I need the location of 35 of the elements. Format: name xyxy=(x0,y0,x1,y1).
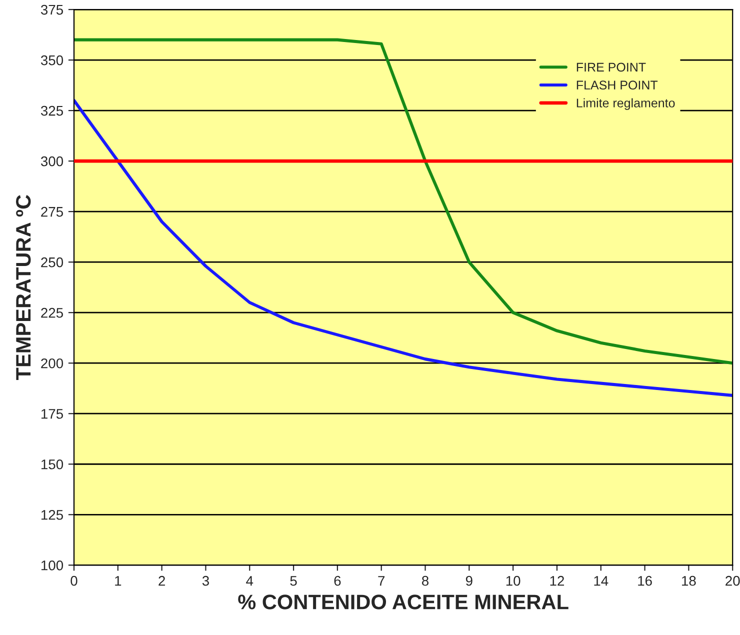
x-tick-label: 20 xyxy=(726,576,740,586)
y-tick-label: 175 xyxy=(41,409,64,419)
x-tick-label: 3 xyxy=(202,576,209,586)
y-tick-label: 375 xyxy=(40,4,64,15)
y-tick-label: 225 xyxy=(41,308,64,318)
x-tick-label: 7 xyxy=(378,576,385,586)
x-tick-label: 2 xyxy=(158,576,165,586)
x-tick-label: 14 xyxy=(594,576,608,586)
x-tick-label: 6 xyxy=(334,576,341,586)
x-tick-label: 9 xyxy=(466,576,472,586)
x-tick-label: 5 xyxy=(290,576,297,586)
x-tick-label: 18 xyxy=(682,576,696,586)
y-tick-label: 125 xyxy=(41,510,64,520)
x-axis-title: % CONTENIDO ACEITE MINERAL xyxy=(238,594,568,610)
y-tick-label: 350 xyxy=(40,55,64,66)
x-tick-label: 8 xyxy=(422,576,429,586)
x-tick-label: 16 xyxy=(638,576,652,586)
legend-label: Limite reglamento xyxy=(576,98,675,110)
y-tick-label: 200 xyxy=(41,358,64,368)
y-axis-title: TEMPERATURA ºC xyxy=(16,194,31,380)
legend-label: FIRE POINT xyxy=(576,62,646,72)
y-tick-label: 100 xyxy=(41,560,64,570)
line-series xyxy=(74,38,733,365)
x-tick-label: 4 xyxy=(246,576,254,586)
x-tick-label: 10 xyxy=(506,576,520,586)
y-tick-label: 300 xyxy=(40,156,64,166)
y-tick-label: 250 xyxy=(41,257,64,268)
y-tick-label: 150 xyxy=(41,459,64,470)
x-tick-label: 12 xyxy=(550,576,564,586)
x-tick-label: 0 xyxy=(70,576,78,586)
x-tick-label: 1 xyxy=(115,576,122,586)
y-tick-label: 325 xyxy=(40,106,64,116)
legend-label: FLASH POINT xyxy=(576,80,658,90)
y-tick-label: 275 xyxy=(41,206,64,217)
line-series xyxy=(74,98,733,397)
